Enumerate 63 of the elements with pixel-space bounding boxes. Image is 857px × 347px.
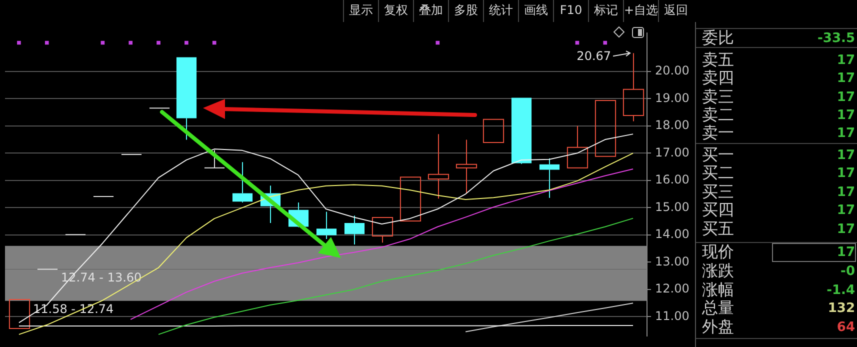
text: 买三 (702, 182, 734, 201)
text: 买一 (702, 145, 734, 164)
text: 叠加 (413, 0, 448, 22)
text: 现价 (702, 242, 734, 261)
text: 卖四 (702, 68, 734, 87)
text: 复权 (378, 0, 413, 22)
candlestick (344, 215, 365, 245)
candlestick (428, 134, 450, 200)
text: -1.4 (826, 282, 855, 299)
candlestick (316, 211, 337, 240)
text: -0 (840, 263, 855, 280)
text: 64 (836, 319, 855, 336)
text: 卖二 (702, 105, 734, 124)
text: 卖一 (702, 123, 734, 142)
text: 买五 (702, 219, 734, 238)
text: 买二 (702, 163, 734, 182)
y-tick-label: 14.00 (655, 227, 690, 242)
y-tick-label: 20.00 (655, 63, 690, 78)
text: 委比 (702, 28, 734, 47)
text: 显示 (343, 0, 378, 22)
y-tick-label: 11.00 (655, 308, 690, 323)
text: 总量 (702, 298, 734, 317)
text: 返回 (658, 0, 693, 22)
annotation: 20.67 (576, 49, 612, 64)
text: 多股 (448, 0, 483, 22)
text: 132 (828, 300, 855, 317)
candlestick (204, 150, 226, 168)
y-tick-label: 12.00 (655, 282, 690, 296)
text: +自选 (623, 0, 658, 22)
candlestick (232, 162, 253, 203)
text: 画线 (518, 0, 553, 22)
text: 17 (836, 202, 855, 219)
text: 买四 (702, 200, 734, 219)
text: 17 (836, 107, 855, 124)
candlestick (456, 139, 478, 194)
text: 17 (836, 89, 855, 106)
y-tick-label: 13.00 (655, 254, 690, 268)
text: 卖三 (702, 87, 734, 106)
text: 17 (836, 221, 855, 238)
text: 17 (836, 165, 855, 182)
candlestick (539, 158, 560, 198)
text: -33.5 (818, 30, 855, 47)
y-tick-label: 16.00 (655, 172, 690, 187)
text: 标记 (588, 0, 623, 22)
y-tick-label: 18.00 (655, 118, 690, 132)
candlestick (566, 125, 588, 168)
text: 17 (836, 52, 855, 69)
text: 卖五 (702, 50, 734, 69)
y-tick-label: 19.00 (655, 90, 690, 105)
text: 17 (836, 70, 855, 87)
text: 17 (836, 244, 855, 261)
text: 17 (836, 125, 855, 142)
y-tick-label: 15.00 (655, 200, 690, 214)
y-tick-label: 17.00 (655, 145, 690, 160)
text: F10 (553, 0, 588, 22)
text: 统计 (483, 0, 518, 22)
text: 17 (836, 184, 855, 201)
text: 涨跌 (702, 261, 734, 280)
text: 涨幅 (702, 280, 734, 299)
candlestick (511, 98, 532, 165)
text: 外盘 (702, 317, 734, 336)
candlestick (622, 52, 644, 122)
text: 17 (836, 147, 855, 164)
